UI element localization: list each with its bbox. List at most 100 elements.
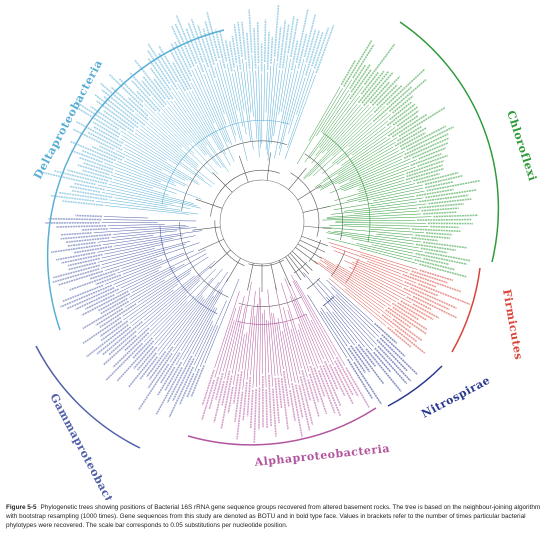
leaf-label-mark [305,29,317,63]
leaf-label-mark [85,324,129,358]
internal-arc [290,172,320,237]
leaf-label-mark [379,337,419,376]
leaf-branch [326,104,370,151]
leaf-label-mark [381,314,418,343]
leaf-label-mark [75,106,121,135]
leaf-label-mark [73,182,105,191]
leaf-label-mark [417,154,449,168]
leaf-branch [226,63,238,111]
leaf-label-mark [201,369,215,406]
leaf-branch [149,295,187,332]
phylogenetic-tree: Deltaproteobacteria Chloroflexi Firmicut… [31,5,539,500]
leaf-branch [123,160,175,184]
leaf-label-mark [426,179,480,192]
leaf-label-mark [139,356,159,380]
leaf-label-mark [291,383,303,438]
leaf-branch [241,332,248,370]
leaf-branch [305,314,330,363]
leaf-branch [192,307,218,355]
leaf-branch [166,100,218,166]
leaf-label-mark [399,131,426,148]
leaf-branch [344,288,394,329]
leaf-label-mark [415,252,468,265]
leaf-label-mark [129,72,151,97]
central-ring [219,179,305,265]
leaf-label-mark [335,356,359,397]
leaf-branch [352,271,412,304]
leaf-branch [331,286,381,334]
leaf-branch [356,173,405,191]
leaf-branch [137,256,209,303]
leaf-branch [236,64,245,111]
leaf-branch [288,77,306,134]
leaf-label-mark [396,125,423,142]
leaf-label-mark [415,234,451,240]
leaf-label-mark [236,391,244,440]
leaf-branch [249,70,254,117]
internal-branch [295,247,318,265]
label-chloroflexi: Chloroflexi [504,109,539,183]
leaf-label-mark [190,365,205,398]
leaf-branch [219,59,241,141]
leaf-branch [154,296,195,340]
leaf-label-mark [237,21,243,57]
leaf-branch [111,175,153,189]
leaf-branch [161,112,219,175]
leaf-branch [332,106,386,156]
internal-arc [181,140,288,211]
leaf-label-mark [406,164,443,178]
leaf-label-mark [127,352,157,388]
leaf-label-mark [400,125,447,151]
leaf-label-mark [416,188,454,197]
leaf-label-mark [281,23,290,69]
leaf-branch [214,307,237,378]
leaf-branch [335,219,416,222]
leaf-branch [129,289,174,324]
leaf-label-mark [396,110,419,127]
leaf-branch [278,58,305,156]
leaf-label-mark [297,33,308,69]
leaf-branch [188,91,231,166]
leaf-branch [358,187,424,202]
leaf-branch [95,201,199,215]
leaf-label-mark [108,330,137,356]
leaf-label-mark [81,227,108,231]
leaf-label-mark [227,386,234,414]
leaf-branch [222,305,241,372]
leaf-branch [101,192,191,209]
leaf-label-mark [155,367,183,415]
leaf-label-mark [272,388,277,437]
leaf-label-mark [419,194,469,203]
leaf-branch [251,54,258,140]
leaf-label-mark [66,286,115,310]
leaf-label-mark [425,181,454,189]
leaf-label-mark [381,334,406,357]
internal-branch [301,235,328,247]
label-firmicutes: Firmicutes [500,288,525,361]
leaf-label-mark [404,133,449,156]
leaf-branch [199,325,218,368]
leaf-label-mark [168,366,194,418]
leaf-label-mark [411,237,439,242]
leaf-branch [319,147,399,191]
leaf-label-mark [387,326,412,348]
leaf-label-mark [376,339,408,372]
leaf-label-mark [311,31,324,67]
leaf-label-mark [357,70,385,104]
leaf-label-mark [220,375,233,430]
leaf-label-mark [78,156,114,171]
leaf-label-mark [231,35,238,63]
leaf-label-mark [186,368,200,398]
leaf-label-mark [389,101,412,121]
leaf-label-mark [290,40,299,71]
leaf-branch [284,277,320,364]
leaf-label-mark [424,174,464,186]
internal-branch [288,167,307,190]
leaf-branch [218,320,235,375]
arc-chloroflexi [399,21,500,263]
arc-nitrospirae [387,365,443,407]
internal-arc [304,153,343,241]
leaf-label-mark [94,93,139,129]
leaf-label-mark [69,273,116,291]
leaf-branch [208,68,225,114]
